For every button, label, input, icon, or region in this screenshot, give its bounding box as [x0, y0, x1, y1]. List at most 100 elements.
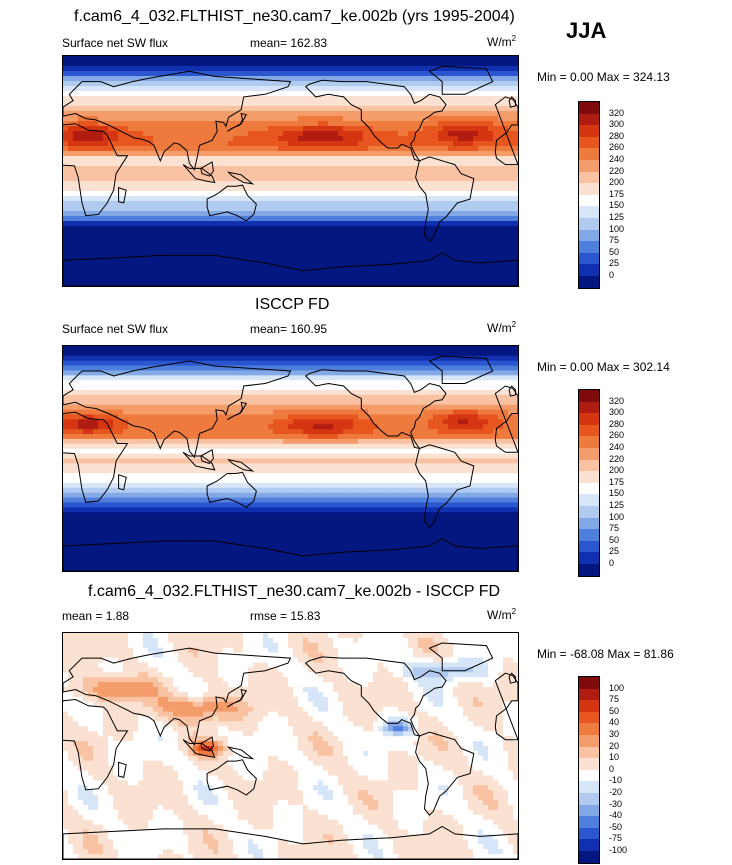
- map-cell: [123, 181, 129, 187]
- map-cell: [118, 116, 124, 122]
- map-cell: [368, 360, 374, 367]
- map-cell: [313, 355, 319, 362]
- map-cell: [338, 256, 344, 262]
- map-cell: [263, 141, 269, 147]
- map-cell: [438, 196, 444, 202]
- map-cell: [148, 191, 154, 197]
- map-cell: [143, 116, 149, 122]
- map-cell: [228, 246, 234, 252]
- map-cell: [438, 191, 444, 197]
- map-cell: [328, 181, 334, 187]
- map-cell: [503, 96, 509, 102]
- map-cell: [168, 216, 174, 222]
- map-cell: [243, 385, 249, 391]
- map-cell: [393, 71, 399, 77]
- map-cell: [303, 236, 309, 242]
- map-cell: [508, 360, 514, 367]
- map-cell: [163, 201, 169, 207]
- map-cell: [158, 101, 164, 107]
- map-cell: [393, 126, 399, 132]
- map-cell: [368, 116, 374, 122]
- map-cell: [108, 385, 114, 391]
- map-cell: [88, 56, 94, 62]
- map-cell: [493, 266, 499, 272]
- map-cell: [83, 346, 89, 352]
- map-cell: [238, 350, 244, 357]
- map-cell: [333, 111, 339, 117]
- map-cell: [373, 201, 379, 207]
- map-cell: [208, 246, 214, 252]
- map-cell: [293, 136, 299, 142]
- map-cell: [263, 171, 269, 177]
- map-cell: [243, 221, 249, 227]
- map-cell: [78, 106, 84, 112]
- map-cell: [288, 161, 294, 167]
- map-cell: [188, 231, 194, 237]
- map-cell: [238, 106, 244, 112]
- map-cell: [78, 131, 84, 137]
- map-cell: [433, 271, 439, 277]
- map-cell: [333, 206, 339, 212]
- map-cell: [133, 266, 139, 272]
- map-cell: [413, 236, 419, 242]
- map-cell: [203, 375, 209, 381]
- map-cell: [173, 171, 179, 177]
- map-cell: [218, 201, 224, 207]
- map-cell: [433, 101, 439, 107]
- map-cell: [393, 380, 399, 386]
- map-cell: [428, 56, 434, 62]
- map-cell: [223, 131, 229, 137]
- map-cell: [393, 136, 399, 142]
- map-cell: [298, 151, 304, 157]
- map-cell: [513, 121, 518, 127]
- map-cell: [448, 166, 454, 172]
- map-cell: [278, 365, 284, 372]
- map-cell: [128, 375, 134, 381]
- map-cell: [268, 360, 274, 367]
- map-cell: [323, 360, 329, 367]
- map-cell: [98, 236, 104, 242]
- map-cell: [353, 256, 359, 262]
- map-cell: [83, 375, 89, 381]
- map-cell: [388, 101, 394, 107]
- map-cell: [308, 156, 314, 162]
- map-cell: [128, 266, 134, 272]
- map-cell: [68, 271, 74, 277]
- map-cell: [78, 196, 84, 202]
- map-cell: [468, 231, 474, 237]
- map-cell: [203, 236, 209, 242]
- map-cell: [343, 66, 349, 72]
- map-cell: [158, 136, 164, 142]
- map-cell: [118, 131, 124, 137]
- map-cell: [128, 71, 134, 77]
- map-cell: [278, 171, 284, 177]
- map-cell: [358, 191, 364, 197]
- map-cell: [63, 236, 69, 242]
- map-cell: [453, 151, 459, 157]
- map-cell: [118, 346, 124, 352]
- coastline: [200, 161, 214, 177]
- map-cell: [183, 196, 189, 202]
- map-cell: [193, 385, 199, 391]
- map-cell: [363, 246, 369, 252]
- map-cell: [183, 156, 189, 162]
- map-cell: [98, 161, 104, 167]
- map-cell: [403, 71, 409, 77]
- map-cell: [333, 271, 339, 277]
- map-cell: [243, 56, 249, 62]
- map-cell: [333, 196, 339, 202]
- map-cell: [323, 216, 329, 222]
- map-cell: [93, 360, 99, 367]
- map-cell: [118, 81, 124, 87]
- map-cell: [293, 201, 299, 207]
- map-cell: [233, 161, 239, 167]
- map-cell: [278, 96, 284, 102]
- map-cell: [413, 91, 419, 97]
- map-cell: [343, 246, 349, 252]
- map-cell: [318, 126, 324, 132]
- map-cell: [383, 156, 389, 162]
- map-cell: [273, 156, 279, 162]
- map-cell: [283, 206, 289, 212]
- map-cell: [138, 266, 144, 272]
- map-cell: [373, 196, 379, 202]
